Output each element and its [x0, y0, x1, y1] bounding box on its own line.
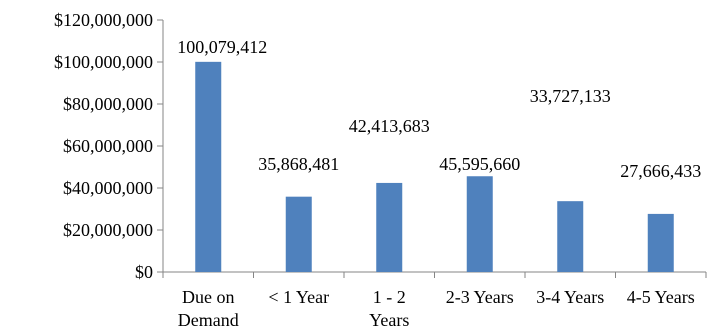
category-label: Years [369, 310, 409, 330]
category-labels: Due on Demand < 1 Year 1 - 2 Years 2-3 Years 3… [178, 287, 695, 330]
category-label: < 1 Year [268, 287, 329, 307]
data-label: 27,666,433 [620, 161, 701, 181]
data-labels: 100,079,412 35,868,481 42,413,683 45,595,66… [177, 37, 701, 181]
y-tick-label: $60,000,000 [63, 136, 153, 156]
bar [195, 61, 222, 272]
bar [647, 213, 674, 272]
category-label: Demand [178, 310, 239, 330]
y-tick-label: $20,000,000 [63, 220, 153, 240]
data-label: 33,727,133 [530, 86, 611, 106]
y-tick-label: $80,000,000 [63, 94, 153, 114]
bar [285, 196, 312, 272]
category-label: 2-3 Years [446, 287, 514, 307]
y-tick-label: $40,000,000 [63, 178, 153, 198]
bar [557, 201, 584, 272]
data-label: 35,868,481 [258, 154, 339, 174]
category-label: 1 - 2 [373, 287, 406, 307]
y-tick-label: $100,000,000 [54, 52, 153, 72]
data-label: 100,079,412 [177, 37, 267, 57]
category-label: Due on [182, 287, 235, 307]
bar [376, 182, 403, 272]
y-tick-label: $120,000,000 [54, 10, 153, 30]
category-label: 3-4 Years [536, 287, 604, 307]
y-tick-label: $0 [135, 262, 153, 282]
x-axis [162, 271, 707, 278]
data-label: 42,413,683 [349, 116, 430, 136]
category-label: 4-5 Years [627, 287, 695, 307]
bar [466, 176, 493, 272]
data-label: 45,595,660 [439, 154, 520, 174]
bars [195, 61, 674, 272]
y-axis: $0 $20,000,000 $40,000,000 $60,000,000 $80,0… [54, 10, 164, 282]
